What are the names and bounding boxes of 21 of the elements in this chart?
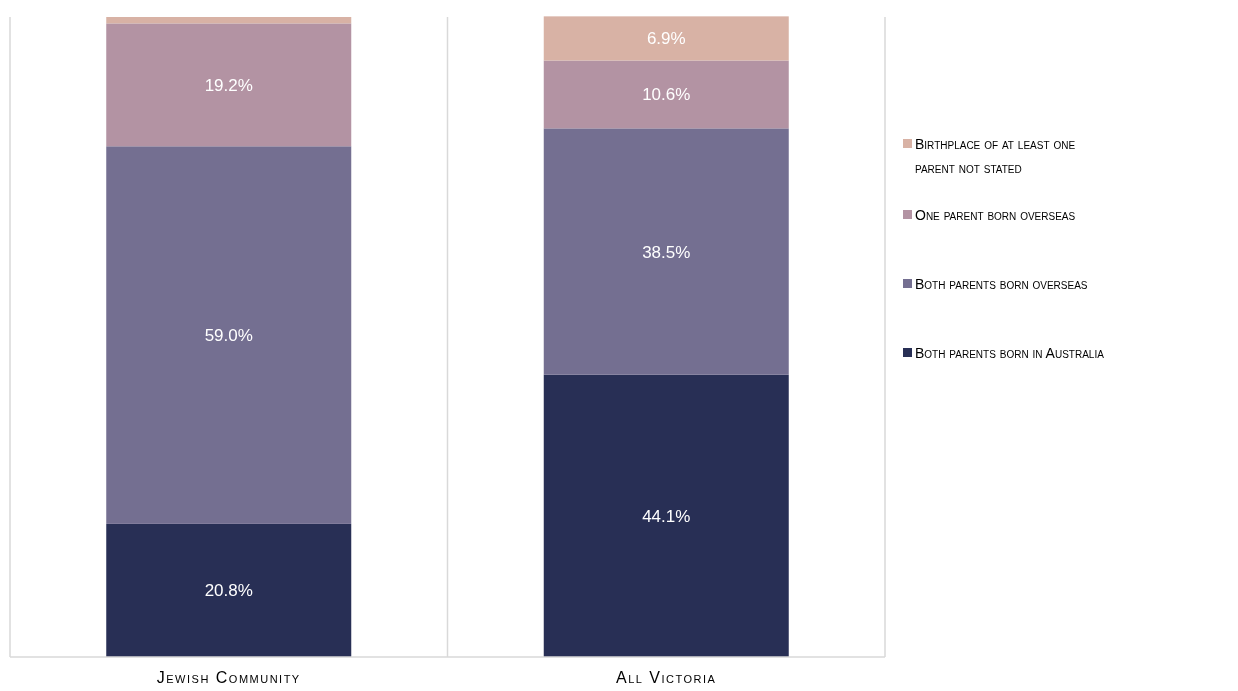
bar: [543, 128, 789, 375]
legend-label: Both parents born overseas: [915, 275, 1088, 292]
data-label: 20.8%: [204, 581, 253, 601]
bar: [543, 60, 789, 129]
data-label: 44.1%: [642, 506, 691, 526]
legend-label: Both parents born in Australia: [915, 344, 1105, 361]
data-label: 59.0%: [204, 326, 253, 346]
bar: [543, 16, 789, 61]
data-label: 6.9%: [646, 29, 686, 49]
legend-label: Birthplace of at least one parent not stated: [915, 135, 1076, 176]
bar: [106, 146, 352, 524]
data-label: 19.2%: [204, 75, 253, 95]
data-label: 10.6%: [642, 85, 691, 105]
bar: [543, 374, 789, 657]
bar: [106, 23, 352, 147]
legend-label: One parent born overseas: [915, 206, 1076, 223]
x-tick-label: All Victoria: [616, 669, 717, 686]
data-label: 38.5%: [642, 242, 691, 262]
bar: [106, 17, 352, 24]
x-tick-label: Jewish Community: [156, 669, 301, 686]
bar: [106, 523, 352, 657]
